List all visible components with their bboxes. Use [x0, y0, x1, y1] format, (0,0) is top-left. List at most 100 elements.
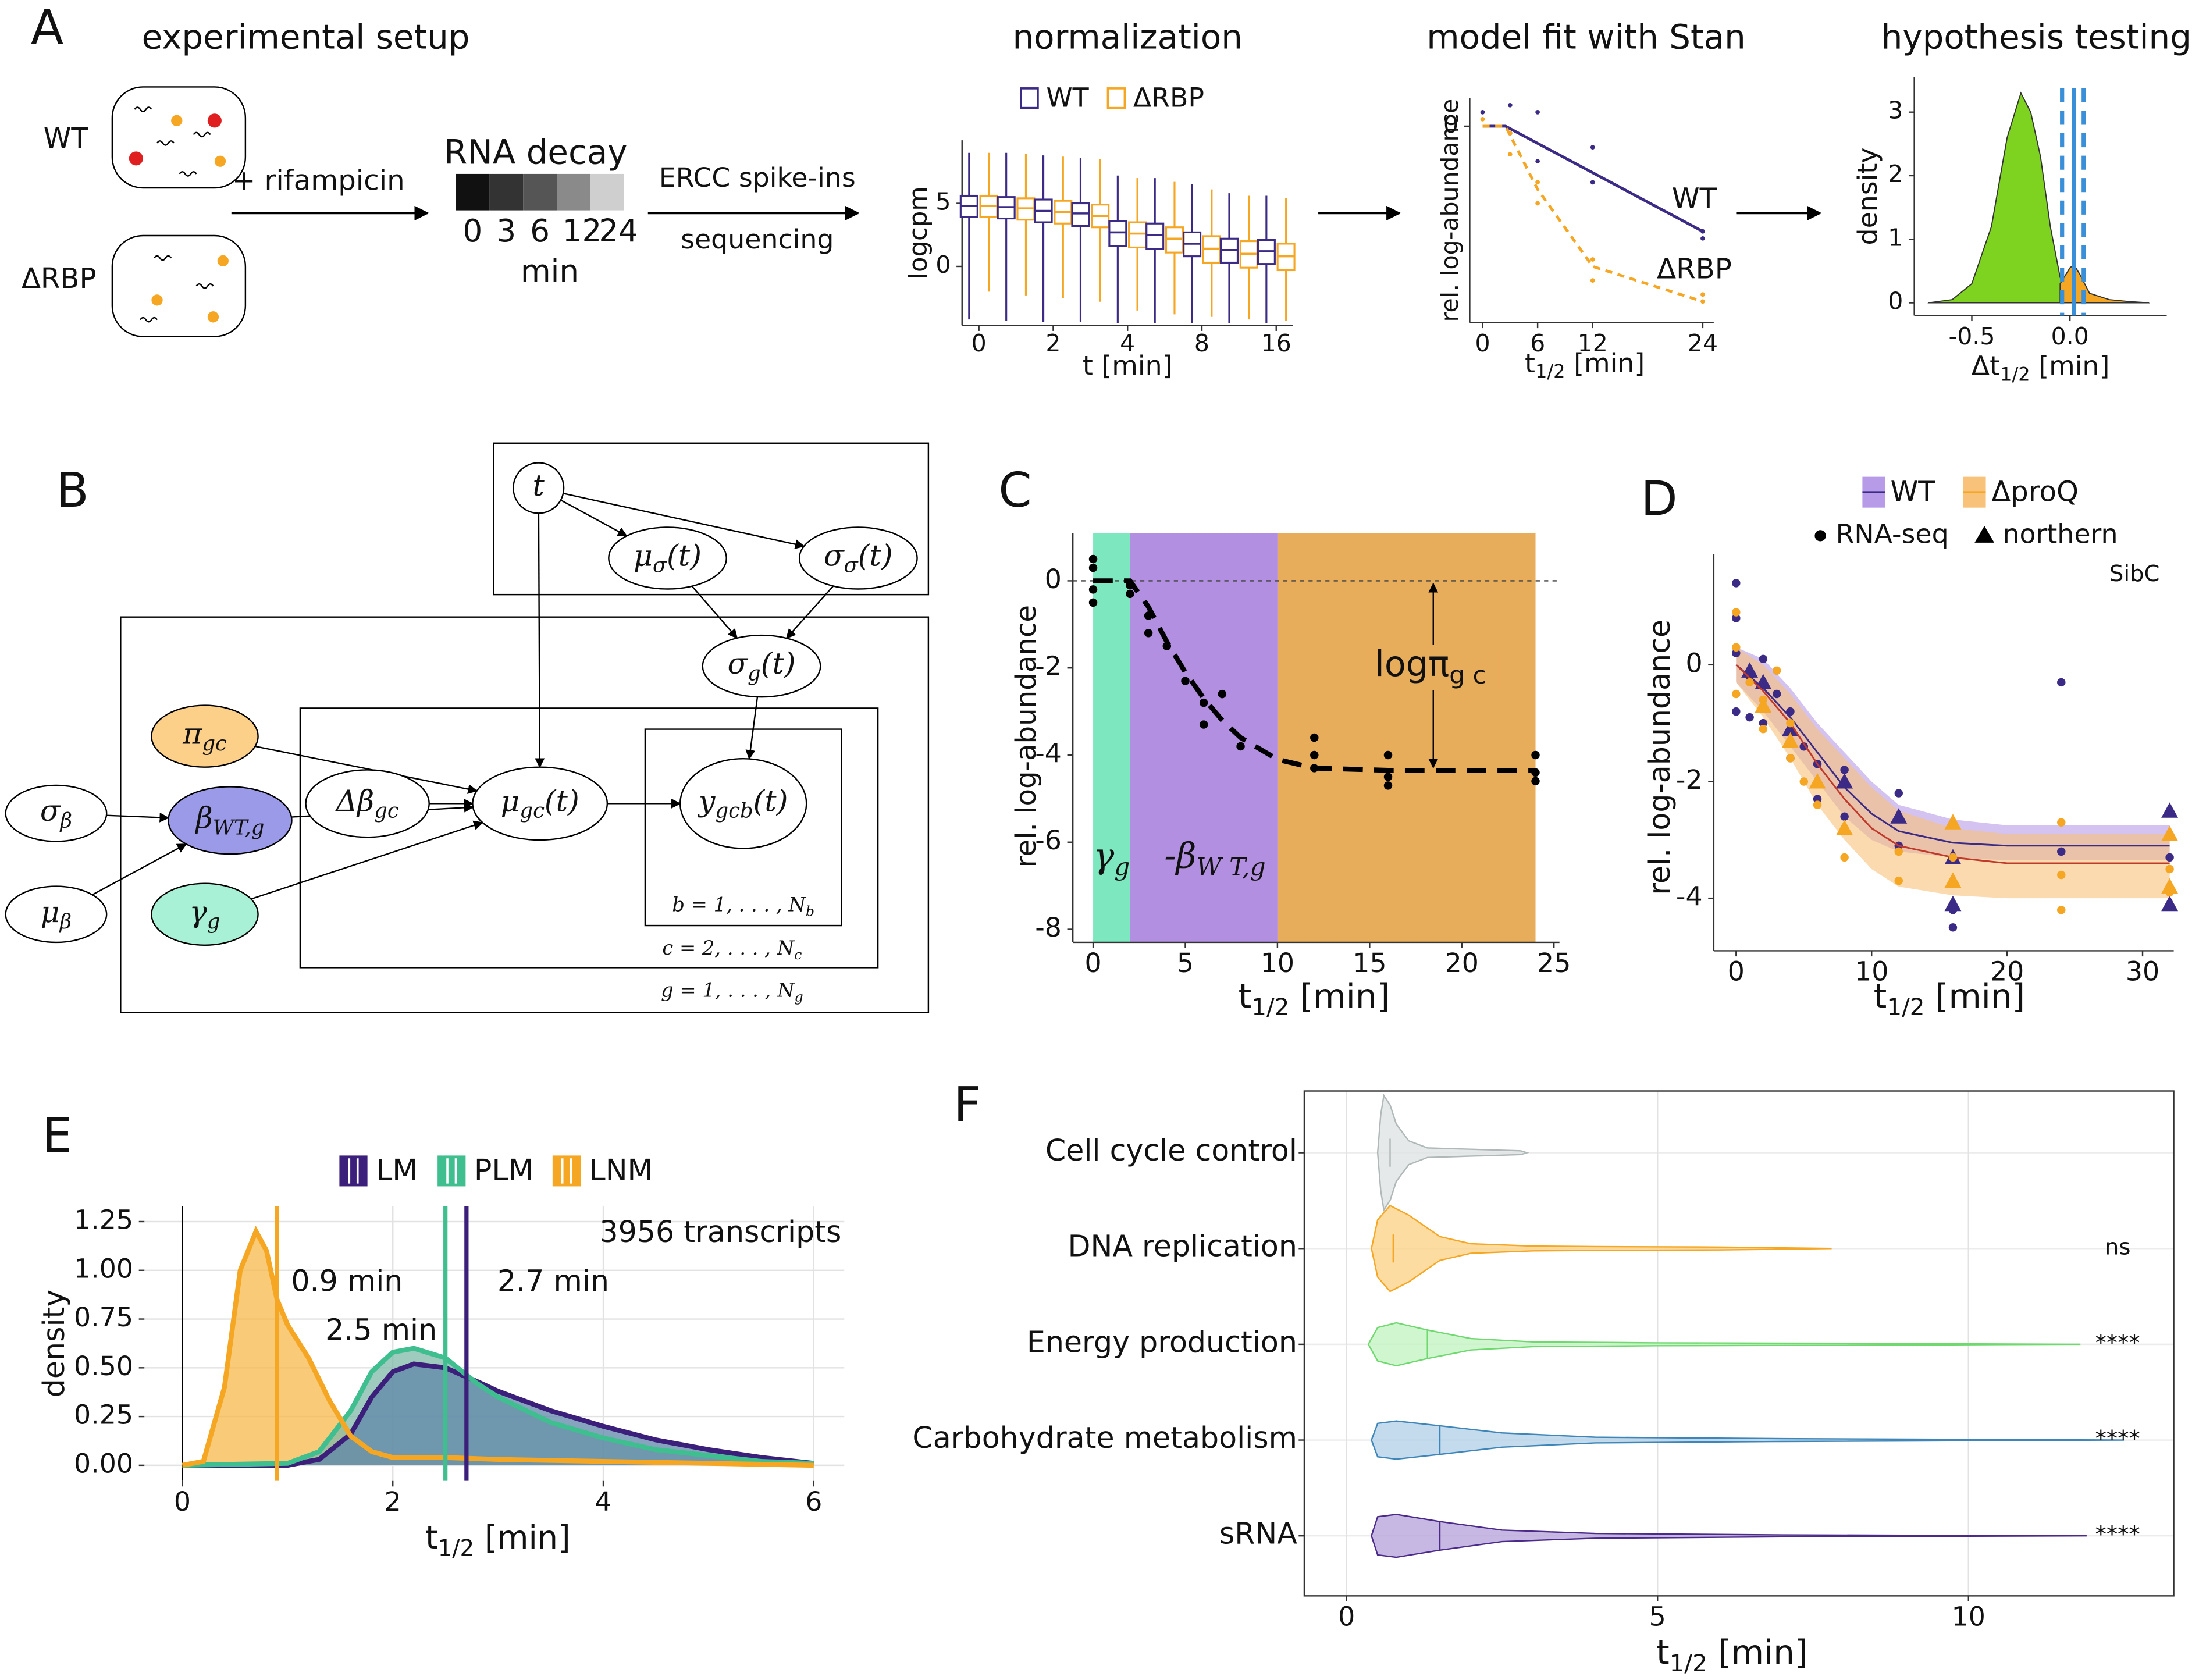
box	[1165, 226, 1184, 254]
plate-label: c = 2, . . . , Nc	[662, 937, 802, 963]
x-axis-label: Δt1/2 [min]	[1972, 350, 2110, 385]
point	[1144, 629, 1153, 638]
y-tick-label: 0.75	[74, 1301, 133, 1333]
decay-time: 12	[563, 213, 602, 249]
annotation-main: logπ	[1375, 644, 1449, 685]
point	[2057, 678, 2066, 687]
annotation: logπg c	[1375, 644, 1486, 689]
x-tick-label: 6	[805, 1486, 822, 1517]
legend-key	[437, 1155, 466, 1187]
edge	[106, 812, 170, 823]
point	[1732, 707, 1741, 716]
node-label-sub: β	[59, 809, 72, 832]
node-label: ygcb(t)	[698, 784, 788, 823]
plate-label-main: g = 1, . . . , N	[661, 978, 795, 1001]
point	[1590, 145, 1595, 150]
node-label-main: σ	[727, 646, 748, 681]
point	[1531, 750, 1540, 760]
x-tick-label: 4	[1120, 329, 1135, 357]
node	[472, 766, 609, 841]
point	[1181, 677, 1190, 685]
region-label: -βW T,g	[1164, 835, 1265, 881]
edge	[92, 843, 187, 896]
decay-time: 6	[530, 213, 550, 249]
point	[1894, 789, 1903, 798]
y-tick-label: 5	[935, 188, 951, 216]
node-label: μσ(t)	[634, 538, 702, 577]
point	[2057, 870, 2066, 880]
cell-contents	[134, 106, 214, 323]
point	[1745, 713, 1754, 722]
point	[1948, 853, 1958, 862]
node	[798, 526, 918, 590]
frame	[1303, 1090, 2175, 1597]
triangle	[1755, 674, 1772, 689]
node-label: Δβgc	[335, 784, 398, 823]
point	[1199, 720, 1208, 729]
node-label-main: y	[698, 784, 716, 818]
point	[1480, 109, 1485, 115]
point	[1732, 579, 1741, 588]
triangle	[2161, 878, 2179, 894]
x-tick-label: 20	[1445, 947, 1479, 978]
plate-label-main: c = 2, . . . , N	[662, 937, 795, 959]
annotation: SibC	[2109, 561, 2160, 587]
y-tick-label: 0	[1685, 647, 1702, 678]
category-label: Energy production	[1027, 1325, 1297, 1359]
significance: ****	[2095, 1330, 2140, 1356]
x-axis-label-tail: [min]	[474, 1519, 570, 1557]
node-label-sub: WT,g	[213, 816, 265, 839]
rbp-label: ΔRBP	[22, 262, 97, 295]
node-label-main: μ	[501, 784, 520, 818]
x-axis-label-main: t	[425, 1519, 438, 1557]
x-tick-label: 6	[1530, 329, 1545, 357]
point	[1772, 666, 1781, 675]
point	[1088, 554, 1098, 564]
x-tick-label: 20	[1990, 956, 2024, 987]
y-tick-label: -2	[1676, 764, 1703, 795]
density-line	[182, 1225, 814, 1468]
point	[1786, 718, 1795, 728]
point	[1732, 649, 1741, 658]
point	[1310, 733, 1319, 742]
panel-label: D	[1641, 471, 1678, 526]
plates	[120, 442, 930, 1013]
triangle	[1836, 820, 1853, 835]
x-tick-label: 30	[2126, 956, 2159, 987]
treatment: + rifampicin	[232, 164, 405, 197]
x-tick-label: 0	[1475, 329, 1490, 357]
y-tick-label: -4	[1035, 737, 1062, 768]
x-tick-label: 5	[1177, 947, 1194, 978]
legend-label: RNA-seq	[1836, 518, 1949, 549]
y-axis-label: rel. log-abundance	[1642, 620, 1677, 895]
point	[1759, 718, 1768, 728]
point	[1759, 654, 1768, 664]
point	[1236, 742, 1245, 751]
node	[168, 786, 293, 855]
triangle	[1944, 814, 1962, 830]
annotation: 3956 transcripts	[599, 1215, 841, 1249]
node-label-sub: gcb	[715, 799, 753, 823]
edge	[745, 696, 759, 760]
x-axis-label-main: t	[1874, 977, 1887, 1016]
node-label: σσ(t)	[824, 538, 893, 577]
node-label-main: π	[182, 717, 202, 751]
decay-unit: min	[521, 254, 579, 290]
plate-label-sub: c	[794, 946, 802, 963]
density-area	[182, 1231, 814, 1465]
point	[1507, 102, 1513, 108]
x-axis-label: t1/2 [min]	[1656, 1633, 1807, 1677]
point	[1590, 257, 1595, 262]
decay-time: 0	[463, 213, 483, 249]
point	[1535, 109, 1540, 115]
x-axis-label: t [min]	[1083, 350, 1173, 381]
legend-label: PLM	[474, 1153, 533, 1187]
x-tick-label: 15	[1353, 947, 1386, 978]
cell	[111, 86, 247, 189]
edge	[691, 585, 738, 639]
triangle	[1836, 773, 1853, 789]
y-tick-label: 0	[1888, 287, 1903, 315]
node	[5, 784, 108, 842]
node-label-sub: σ	[844, 554, 859, 578]
point	[2057, 818, 2066, 827]
